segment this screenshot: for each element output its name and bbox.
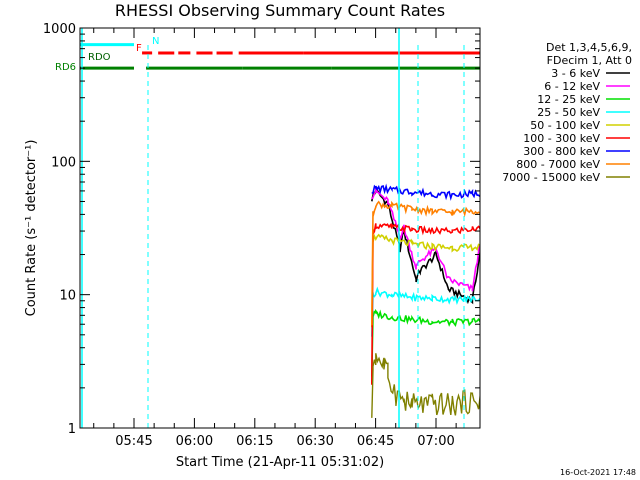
legend-label: 25 - 50 keV [537,106,600,119]
y-tick-label: 100 [51,155,76,170]
series-line [371,187,480,292]
legend-label: 3 - 6 keV [551,67,600,80]
x-tick-label: 05:45 [115,434,152,449]
legend-label: 300 - 800 keV [523,145,600,158]
series-line [371,222,480,385]
y-tick-label: 1000 [43,22,76,37]
legend-label: 12 - 25 keV [537,93,600,106]
legend-label: 7000 - 15000 keV [502,171,600,184]
flag-label: RDO [88,52,111,63]
legend-header-line-1: Det 1,3,4,5,6,9, [546,41,632,54]
x-tick-label: 06:15 [236,434,273,449]
y-tick-label: 10 [59,289,76,304]
axes-layer: 1 10 100 1000 05:45 06:00 06:15 06:30 06:45 07:00 [43,22,481,449]
series-line [371,183,480,201]
y-axis-label: Count Rate (s⁻¹ detector⁻¹) [24,140,39,317]
series-line [371,188,480,305]
legend-label: 800 - 7000 keV [516,158,600,171]
series-line [371,233,480,328]
footer-timestamp: 16-Oct-2021 17:48 [560,468,636,477]
legend-label: 6 - 12 keV [544,80,600,93]
series-line [371,286,480,337]
flag-label: RD6 [55,62,76,73]
x-axis-label: Start Time (21-Apr-11 05:31:02) [176,455,384,470]
legend-header-line-2: FDecim 1, Att 0 [547,54,632,67]
flag-label: N [152,36,159,47]
series-line [371,200,480,326]
flag-label: F [136,43,142,54]
y-tick-label: 1 [68,422,76,437]
x-tick-label: 07:00 [417,434,454,449]
series-line [371,353,480,418]
legend-label: 100 - 300 keV [523,132,600,145]
x-tick-label: 06:45 [357,434,394,449]
chart-title: RHESSI Observing Summary Count Rates [115,1,445,20]
plot-frame [79,27,481,429]
x-tick-label: 06:00 [176,434,213,449]
flags-layer: NF RDO RD6 [55,28,480,428]
x-tick-label: 06:30 [296,434,333,449]
legend-label: 50 - 100 keV [530,119,600,132]
